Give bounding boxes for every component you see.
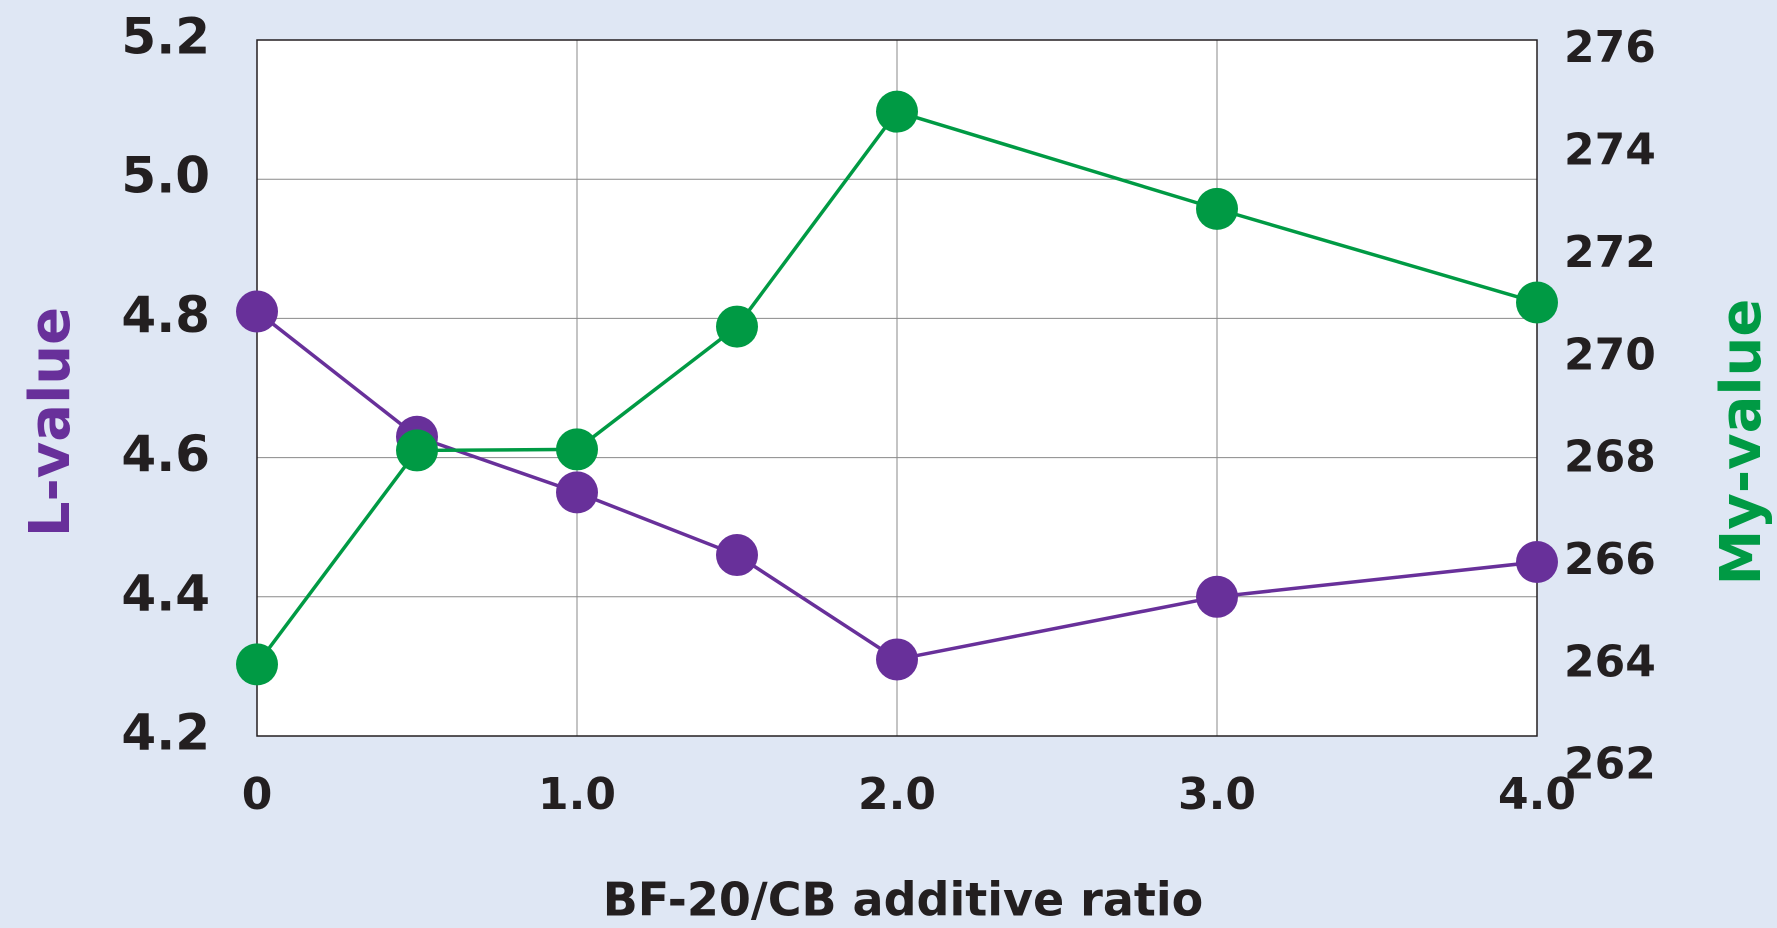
y2-tick-label: 276 bbox=[1564, 22, 1656, 73]
x-tick-label: 2.0 bbox=[858, 769, 936, 820]
y2-axis-label: My-value bbox=[1709, 299, 1774, 586]
y2-tick-label: 262 bbox=[1564, 739, 1656, 790]
data-point bbox=[556, 428, 598, 471]
y-tick-label: 5.2 bbox=[121, 8, 210, 66]
y2-tick-label: 264 bbox=[1564, 636, 1656, 687]
data-point bbox=[1516, 541, 1558, 583]
data-point bbox=[1196, 575, 1238, 618]
y2-tick-label: 270 bbox=[1564, 329, 1656, 380]
x-tick-label: 0 bbox=[242, 769, 273, 820]
y2-tick-label: 266 bbox=[1564, 534, 1656, 585]
y2-tick-label: 272 bbox=[1564, 227, 1656, 278]
data-point bbox=[876, 90, 918, 133]
x-axis-label: BF-20/CB additive ratio bbox=[603, 873, 1204, 927]
y2-tick-label: 274 bbox=[1564, 125, 1656, 176]
y2-tick-label: 268 bbox=[1564, 432, 1656, 483]
data-point bbox=[236, 290, 278, 333]
plot-frame bbox=[256, 39, 1538, 737]
data-point bbox=[396, 429, 438, 472]
x-tick-label: 3.0 bbox=[1178, 769, 1256, 820]
data-point bbox=[236, 643, 278, 686]
y-axis-label: L-value bbox=[18, 307, 83, 537]
x-tick-label: 1.0 bbox=[538, 769, 616, 820]
data-point bbox=[876, 638, 918, 681]
y-tick-label: 4.8 bbox=[121, 286, 210, 344]
data-point bbox=[716, 534, 758, 577]
y-tick-label: 4.6 bbox=[121, 425, 210, 483]
data-point bbox=[1516, 281, 1558, 324]
y-tick-label: 5.0 bbox=[121, 147, 210, 205]
data-point bbox=[716, 305, 758, 348]
y-tick-label: 4.2 bbox=[121, 704, 210, 762]
x-tick-label: 4.0 bbox=[1498, 769, 1576, 820]
y-tick-label: 4.4 bbox=[121, 564, 210, 622]
data-point bbox=[1196, 187, 1238, 230]
data-point bbox=[556, 471, 598, 514]
